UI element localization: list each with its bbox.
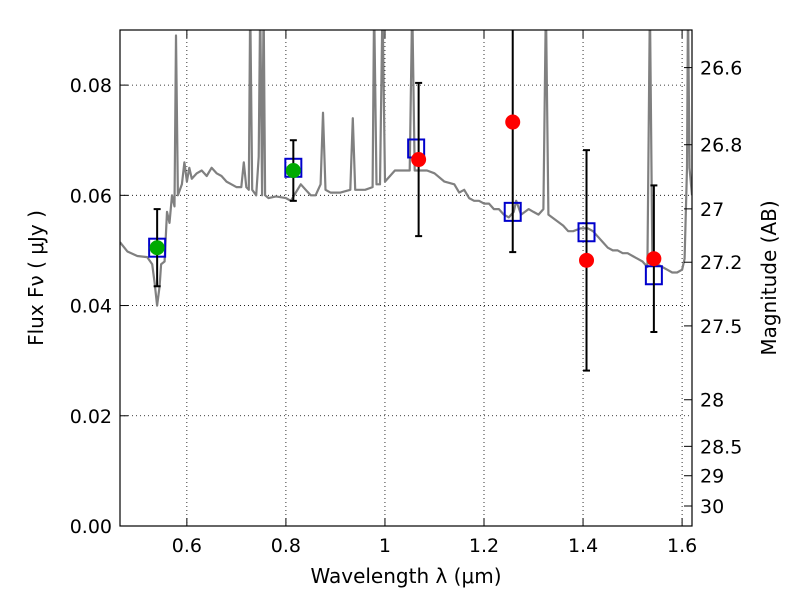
right-tick-label: 27.5 xyxy=(700,316,742,338)
plot-frame xyxy=(119,29,693,527)
optical-data-point xyxy=(149,240,165,256)
right-axis-label: Magnitude (AB) xyxy=(757,200,781,355)
x-tick-label: 1 xyxy=(379,535,391,557)
spectrum-line xyxy=(120,30,692,307)
y-tick-label: 0.02 xyxy=(70,406,112,428)
right-tick-label: 30 xyxy=(700,496,724,518)
nir-data-point xyxy=(411,152,427,168)
y-tick-label: 0.06 xyxy=(70,185,112,207)
x-axis-label: Wavelength λ (μm) xyxy=(310,564,501,588)
y-tick-label: 0.08 xyxy=(70,75,112,97)
y-tick-label: 0.00 xyxy=(70,516,112,538)
optical-data-point xyxy=(285,163,301,179)
x-tick-label: 0.8 xyxy=(271,535,301,557)
right-tick-label: 29 xyxy=(700,466,724,488)
right-tick-label: 26.6 xyxy=(700,58,742,80)
right-tick-label: 27.2 xyxy=(700,252,742,274)
plot-background xyxy=(120,30,692,526)
x-tick-label: 1.2 xyxy=(469,535,499,557)
x-tick-label: 0.6 xyxy=(172,535,202,557)
nir-data-point xyxy=(505,114,521,130)
right-tick-label: 26.8 xyxy=(700,135,742,157)
x-tick-label: 1.4 xyxy=(568,535,598,557)
nir-data-point xyxy=(646,251,662,267)
x-tick-label: 1.6 xyxy=(667,535,697,557)
right-tick-label: 28 xyxy=(700,390,724,412)
right-tick-label: 27 xyxy=(700,199,724,221)
right-tick-label: 28.5 xyxy=(700,436,742,458)
y-tick-label: 0.04 xyxy=(70,296,112,318)
y-axis-label: Flux Fν ( μJy ) xyxy=(24,210,48,346)
nir-data-point xyxy=(579,252,595,268)
